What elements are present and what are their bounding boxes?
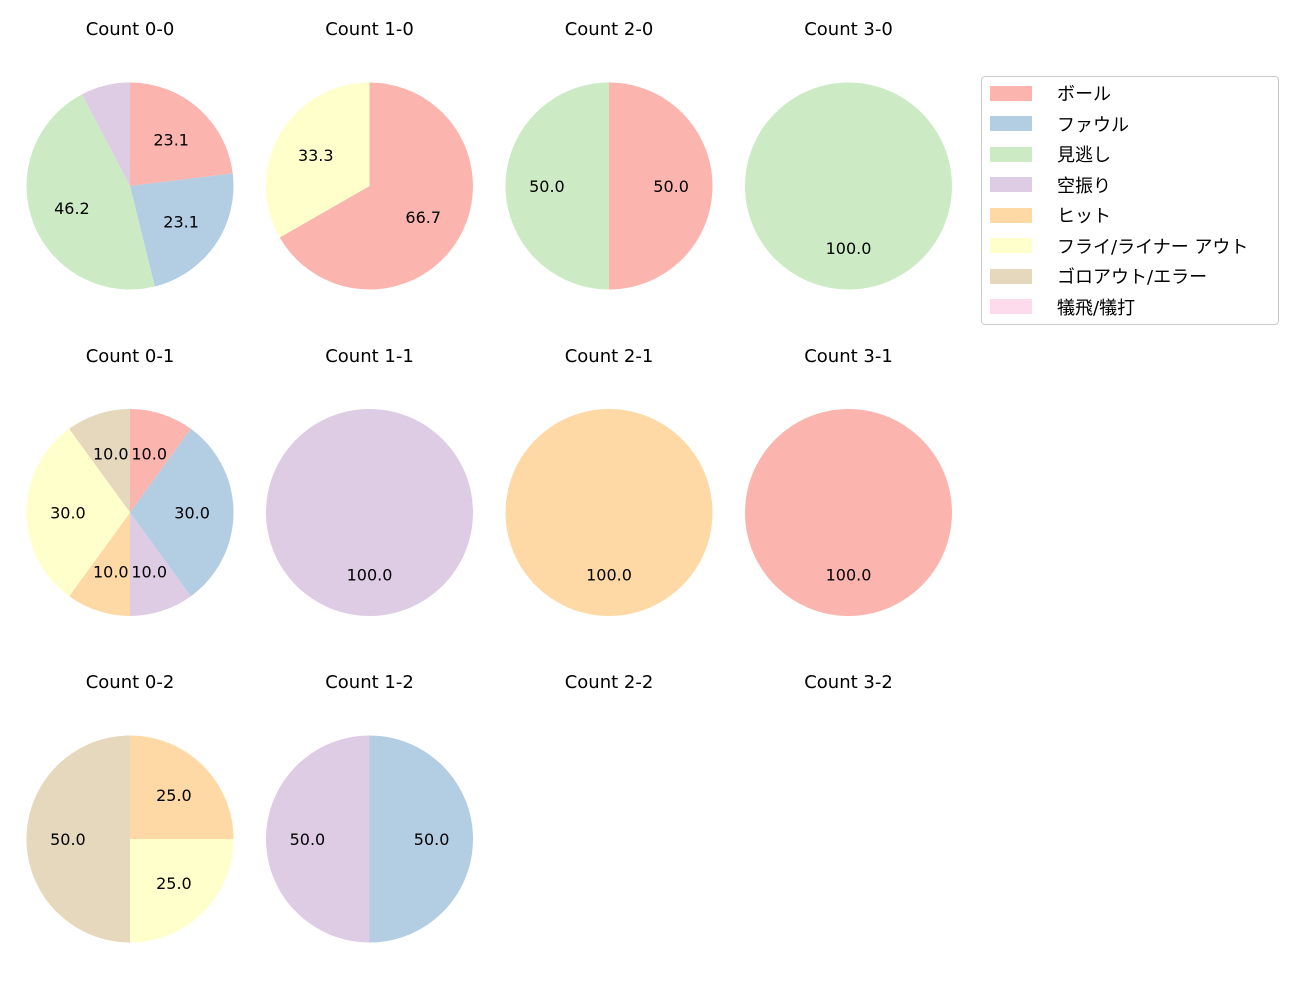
slice-label: 100.0 xyxy=(586,566,632,585)
legend-swatch xyxy=(990,85,1032,101)
pie-slice xyxy=(266,409,473,616)
slice-label: 10.0 xyxy=(93,563,129,582)
legend-swatch xyxy=(990,116,1032,131)
pie-chart: Count 2-0 50.0 50.0 xyxy=(505,19,713,290)
slice-label: 25.0 xyxy=(156,874,192,893)
pie-slice xyxy=(505,409,713,616)
chart-title: Count 1-2 xyxy=(325,672,414,693)
chart-title: Count 1-0 xyxy=(325,19,414,40)
slice-label: 33.3 xyxy=(298,146,334,165)
legend-label: ヒット xyxy=(1057,206,1111,227)
chart-title: Count 0-2 xyxy=(86,672,175,693)
slice-label: 10.0 xyxy=(93,444,129,463)
chart-title: Count 2-2 xyxy=(565,672,654,693)
pie-chart: Count 0-110.030.010.010.030.010.0 xyxy=(26,346,234,616)
pie-chart: Count 1-0 66.7 33.3 xyxy=(265,19,473,290)
slice-label: 66.7 xyxy=(405,208,441,227)
legend-label: 見逃し xyxy=(1057,145,1111,166)
legend-swatch xyxy=(990,177,1032,192)
legend-swatch xyxy=(990,299,1032,314)
legend-label: ボール xyxy=(1057,84,1111,105)
pie-chart: Count 1-1 100.0 xyxy=(266,346,473,616)
slice-label: 100.0 xyxy=(826,566,872,585)
legend-item-foul: ファウル xyxy=(990,114,1129,136)
slice-label: 23.1 xyxy=(163,212,199,231)
legend-swatch xyxy=(990,207,1032,223)
slice-label: 50.0 xyxy=(50,830,86,849)
pie-chart: Count 1-2 50.0 50.0 xyxy=(266,672,473,943)
pie-slice xyxy=(265,82,370,238)
slice-label: 50.0 xyxy=(414,830,450,849)
slice-label: 46.2 xyxy=(54,199,90,218)
legend-item-groundout-error: ゴロアウト/エラー xyxy=(990,266,1208,288)
pie-slice xyxy=(130,428,234,597)
legend: ボール ファウル 見逃し 空振り ヒット フライ/ライナー アウト ゴロアウト/… xyxy=(981,76,1279,325)
chart-title: Count 3-2 xyxy=(804,672,893,693)
chart-title: Count 2-1 xyxy=(565,346,654,367)
slice-label: 50.0 xyxy=(653,177,689,196)
pie-slice xyxy=(69,409,130,513)
chart-title: Count 0-0 xyxy=(86,19,175,40)
legend-label: フライ/ライナー アウト xyxy=(1057,236,1249,258)
chart-title: Count 2-0 xyxy=(565,19,654,40)
legend-label: ファウル xyxy=(1057,114,1129,136)
legend-label: ゴロアウト/エラー xyxy=(1057,267,1208,288)
pie-slice xyxy=(130,735,234,839)
pie-slice xyxy=(130,173,234,287)
slice-label: 10.0 xyxy=(131,444,167,463)
legend-item-fly-liner-out: フライ/ライナー アウト xyxy=(990,236,1249,258)
slice-label: 10.0 xyxy=(131,563,167,582)
pie-slice xyxy=(69,512,130,616)
pie-slice xyxy=(130,82,233,186)
pie-chart: Count 0-2 25.0 25.0 50.0 xyxy=(26,672,234,943)
pie-slice xyxy=(745,409,952,616)
pie-slice xyxy=(26,735,131,943)
pie-chart: Count 3-1 100.0 xyxy=(745,346,952,616)
legend-label: 空振り xyxy=(1057,175,1111,197)
chart-title: Count 0-1 xyxy=(86,346,175,367)
pie-slice xyxy=(26,94,155,290)
legend-label: 犠飛/犠打 xyxy=(1057,297,1136,319)
pie-chart: Count 2-2 xyxy=(565,672,654,693)
legend-item-swinging-strike: 空振り xyxy=(990,175,1111,197)
pie-chart: Count 3-2 xyxy=(804,672,893,693)
legend-item-hit: ヒット xyxy=(990,205,1111,227)
slice-label: 30.0 xyxy=(174,504,210,523)
pie-slice xyxy=(745,82,952,290)
slice-label: 23.1 xyxy=(153,131,189,150)
slice-label: 50.0 xyxy=(290,830,326,849)
pie-slice xyxy=(505,82,609,290)
pie-chart: Count 0-0 23.1 23.1 46.2 xyxy=(26,19,234,290)
pie-slice xyxy=(279,82,473,290)
legend-swatch xyxy=(990,238,1032,253)
legend-item-called-strike: 見逃し xyxy=(990,144,1111,166)
pie-slice xyxy=(130,409,191,513)
legend-item-ball: ボール xyxy=(990,83,1111,105)
slice-label: 100.0 xyxy=(347,566,393,585)
pie-slice xyxy=(266,735,370,943)
pie-chart: Count 2-1 100.0 xyxy=(505,346,713,616)
slice-label: 30.0 xyxy=(50,504,86,523)
pie-chart: Count 3-0 100.0 xyxy=(745,19,952,290)
slice-label: 100.0 xyxy=(826,239,872,258)
pie-slice xyxy=(609,82,713,290)
pie-slice xyxy=(26,428,130,597)
legend-swatch xyxy=(990,268,1032,284)
chart-title: Count 3-1 xyxy=(804,346,893,367)
pie-slice xyxy=(81,82,130,186)
legend-item-sacrifice: 犠飛/犠打 xyxy=(990,297,1136,319)
chart-title: Count 1-1 xyxy=(325,346,414,367)
legend-swatch xyxy=(990,146,1032,162)
chart-title: Count 3-0 xyxy=(804,19,893,40)
slice-label: 50.0 xyxy=(529,177,565,196)
pie-slice xyxy=(130,839,234,943)
slice-label: 25.0 xyxy=(156,786,192,805)
pie-slice xyxy=(130,512,191,616)
pie-slice xyxy=(369,735,473,943)
